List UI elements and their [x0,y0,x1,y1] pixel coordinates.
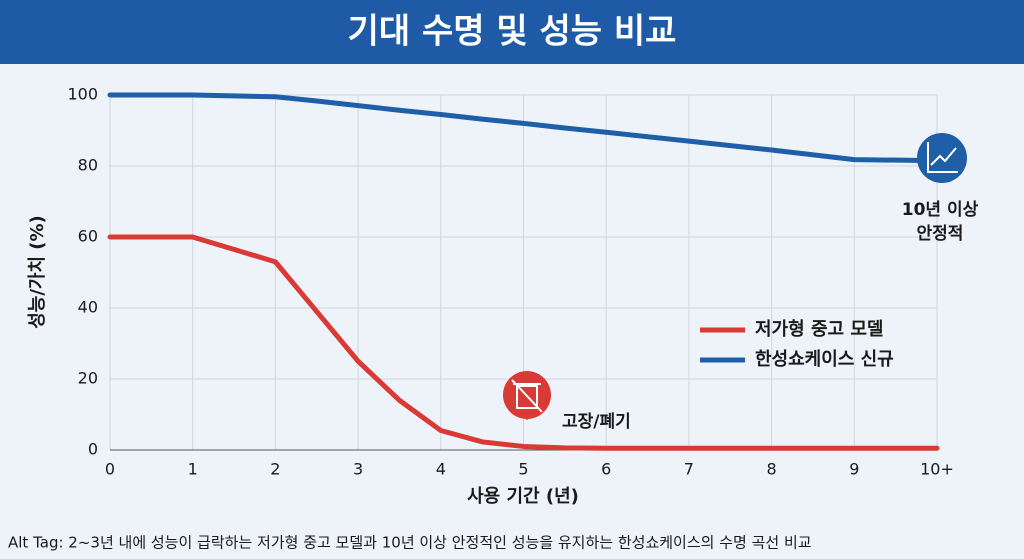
x-tick-label: 1 [188,460,198,479]
x-tick-label: 0 [105,460,115,479]
x-tick-label: 6 [601,460,611,479]
alt-tag: Alt Tag: 2~3년 내에 성능이 급락하는 저가형 중고 모델과 10년… [8,534,812,552]
legend-label: 한성쇼케이스 신규 [755,349,894,370]
legend-label: 저가형 중고 모델 [755,319,883,340]
line-series [107,234,940,451]
icon-bin [516,385,538,409]
y-tick-label: 80 [78,156,98,175]
icon-trend [930,147,957,166]
y-tick-label: 40 [78,298,98,317]
y-axis-label: 성능/가치 (%) [27,215,48,329]
chart-title: 기대 수명 및 성능 비교 [348,12,677,52]
icon-cross [511,379,543,413]
x-tick-label: 8 [767,460,777,479]
annotation: 고장/폐기 [562,412,631,432]
icon-axis [927,142,958,173]
x-tick-label: 5 [518,460,528,479]
x-tick-label: 7 [684,460,694,479]
y-tick-label: 0 [88,440,98,459]
title-banner [0,0,1024,64]
line-series [107,92,940,164]
y-tick-label: 60 [78,227,98,246]
x-tick-label: 2 [270,460,280,479]
x-tick-label: 10+ [920,460,954,479]
y-tick-label: 100 [67,85,98,104]
failure-icon [503,371,551,420]
x-axis-label: 사용 기간 (년) [467,486,579,507]
x-tick-label: 4 [436,460,446,479]
x-tick-label: 9 [849,460,859,479]
annotation: 10년 이상 [902,200,979,220]
x-tick-label: 3 [353,460,363,479]
y-tick-label: 20 [78,369,98,388]
annotation: 안정적 [917,224,964,244]
stable-icon [917,133,967,183]
